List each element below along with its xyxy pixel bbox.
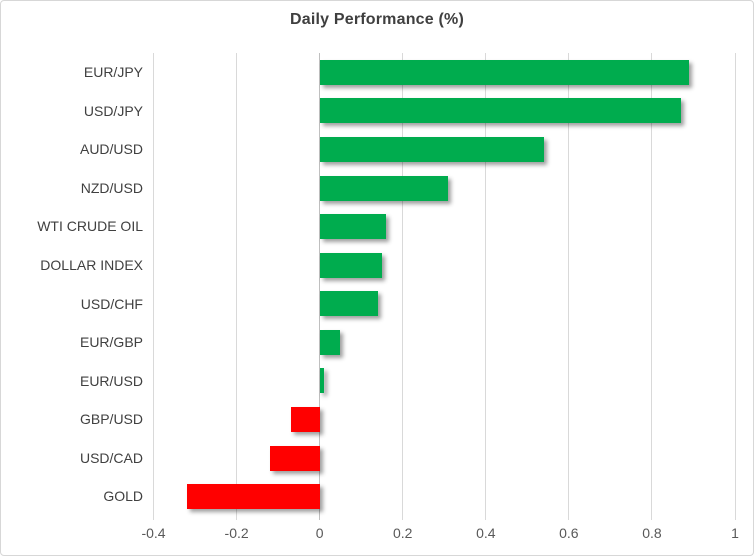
category-label-eur-gbp: EUR/GBP	[79, 334, 143, 351]
gridline	[402, 53, 404, 520]
gridline	[153, 53, 155, 520]
zero-axis-line	[319, 53, 321, 520]
gridline	[734, 53, 736, 520]
x-tick-label--0-4: -0.4	[141, 525, 166, 541]
category-label-aud-usd: AUD/USD	[79, 141, 143, 158]
bar-gbp-usd	[290, 407, 320, 433]
bar-usd-chf	[319, 291, 378, 317]
category-axis: EUR/JPY USD/JPY AUD/USD NZD/USD WTI CRUDE OI…	[1, 53, 146, 516]
bar-aud-usd	[319, 136, 544, 162]
gridline	[651, 53, 653, 520]
chart-title: Daily Performance (%)	[289, 11, 465, 28]
bar-dollar-index	[319, 252, 382, 278]
x-tick-label-0-4: 0.4	[476, 525, 496, 541]
x-tick-label-0-6: 0.6	[559, 525, 579, 541]
gridline	[236, 53, 238, 520]
bar-usd-cad	[269, 445, 320, 471]
bar-eur-gbp	[319, 329, 341, 355]
category-label-wti-crude-oil: WTI CRUDE OIL	[37, 218, 143, 235]
bar-usd-jpy	[319, 98, 681, 124]
category-label-gbp-usd: GBP/USD	[79, 411, 143, 428]
category-label-gold: GOLD	[103, 488, 143, 505]
bar-gold	[186, 484, 320, 510]
gridline	[568, 53, 570, 520]
category-label-eur-jpy: EUR/JPY	[83, 64, 143, 80]
bar-eur-usd	[319, 368, 324, 394]
x-tick-label-0-2: 0.2	[392, 525, 413, 541]
category-label-usd-jpy: USD/JPY	[83, 102, 143, 119]
category-label-nzd-usd: NZD/USD	[80, 179, 143, 196]
bar-eur-jpy	[319, 59, 690, 85]
bar-nzd-usd	[319, 175, 449, 201]
category-label-usd-cad: USD/CAD	[79, 449, 143, 466]
x-tick-label--0-2: -0.2	[224, 525, 249, 541]
bar-wti-crude-oil	[319, 214, 387, 240]
category-label-usd-chf: USD/CHF	[80, 295, 143, 312]
category-label-dollar-index: DOLLAR INDEX	[40, 256, 143, 273]
x-tick-label-1: 1	[731, 525, 739, 541]
x-tick-label-0: 0	[315, 525, 324, 541]
plot-area	[112, 53, 736, 520]
category-label-eur-usd: EUR/USD	[79, 372, 143, 389]
x-tick-label-0-8: 0.8	[642, 525, 662, 541]
gridline	[485, 53, 487, 520]
